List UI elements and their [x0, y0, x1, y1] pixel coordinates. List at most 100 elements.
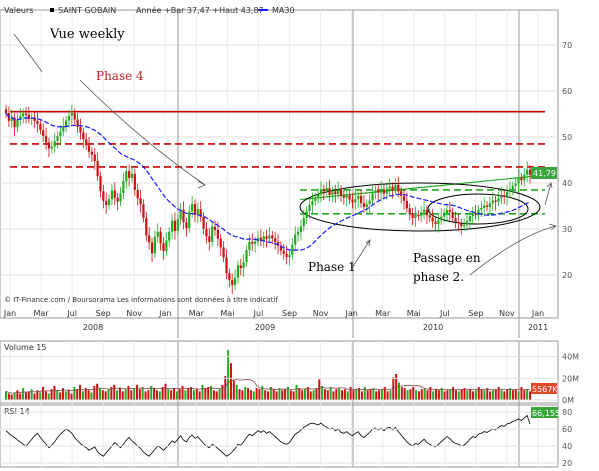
volume-bar	[175, 391, 178, 400]
volume-bar	[306, 387, 309, 400]
candle-body	[294, 234, 297, 245]
volume-tick-label: 20M	[562, 374, 579, 383]
candle-body	[62, 125, 65, 132]
last-price-box	[531, 167, 557, 179]
candle-body	[457, 222, 460, 224]
candle-body	[420, 212, 423, 217]
volume-bar	[67, 390, 70, 400]
month-tick-label: Jan	[531, 309, 544, 318]
volume-bar	[406, 390, 409, 400]
phase2-ellipse	[427, 193, 529, 225]
header-period-info: Année +Bar 37,47 +Haut 43,87	[136, 5, 264, 15]
candle-body	[150, 242, 154, 254]
volume-bar	[190, 387, 193, 400]
volume-bar	[232, 380, 235, 400]
volume-bar	[480, 389, 483, 400]
candle-body	[136, 189, 139, 199]
candle-body	[96, 160, 99, 177]
candle-body	[331, 191, 334, 195]
candle-body	[408, 208, 411, 215]
candle-body	[483, 205, 486, 208]
volume-bar	[101, 390, 104, 400]
volume-bar	[415, 390, 418, 400]
volume-bar	[269, 387, 272, 400]
volume-bar	[30, 389, 33, 400]
volume-bar	[90, 392, 93, 400]
volume-bar	[167, 389, 170, 400]
candle-body	[477, 209, 480, 216]
volume-bar	[215, 391, 218, 400]
volume-bar	[500, 390, 503, 400]
volume-bar	[474, 390, 477, 400]
candle-body	[119, 193, 122, 202]
volume-bar	[201, 384, 204, 400]
rsi-panel	[0, 404, 559, 468]
volume-bar	[383, 387, 386, 400]
price-tick-label: 30	[562, 225, 572, 234]
candle-body	[242, 262, 245, 269]
volume-bar	[420, 389, 423, 400]
candle-body	[22, 113, 25, 117]
candle-body	[265, 236, 268, 239]
volume-bar	[278, 388, 281, 400]
volume-bar	[514, 389, 517, 400]
volume-bar	[346, 391, 349, 400]
candle-body	[93, 154, 96, 161]
candle-body	[125, 171, 128, 182]
volume-bar	[426, 390, 429, 400]
candle-body	[308, 205, 311, 212]
candle-body	[357, 195, 360, 200]
volume-bar	[107, 389, 110, 400]
volume-bar	[153, 388, 156, 400]
candle-body	[302, 217, 305, 227]
candle-body	[528, 169, 532, 175]
candle-body	[440, 216, 443, 221]
candle-body	[428, 215, 431, 218]
volume-bar	[241, 390, 244, 400]
candle-body	[305, 211, 308, 218]
candle-body	[380, 189, 383, 193]
candle-body	[271, 235, 274, 239]
volume-bar	[486, 388, 489, 400]
volume-bar	[360, 391, 363, 400]
annotation-arrows	[13, 33, 557, 276]
candle-body	[87, 145, 91, 152]
ma30-line	[5, 112, 531, 251]
volume-bar	[104, 391, 107, 400]
candle-body	[417, 214, 420, 217]
volume-bar	[355, 389, 358, 400]
volume-bar	[472, 391, 475, 400]
volume-bar	[463, 388, 466, 400]
header-valeurs: Valeurs	[4, 6, 33, 15]
volume-bar	[56, 390, 59, 400]
candle-body	[251, 241, 254, 244]
volume-bar	[491, 390, 494, 400]
volume-bar	[497, 387, 500, 400]
candle-body	[397, 184, 400, 192]
candle-body	[182, 209, 185, 223]
volume-bar	[229, 363, 232, 400]
candle-body	[508, 189, 512, 192]
volume-bar	[366, 390, 369, 400]
volume-bar	[212, 390, 215, 400]
volume-bar	[469, 389, 472, 400]
volume-bar	[87, 390, 90, 400]
volume-bar	[258, 389, 261, 400]
volume-bar	[389, 390, 392, 400]
volume-bar	[207, 387, 210, 400]
volume-bar	[295, 384, 298, 400]
volume-bar	[435, 389, 438, 400]
candle-body	[431, 217, 434, 222]
candle-body	[211, 226, 214, 242]
candle-body	[145, 217, 148, 236]
volume-bar	[386, 391, 389, 400]
candle-body	[196, 209, 199, 215]
volume-bar	[36, 390, 39, 400]
volume-bar	[267, 391, 269, 400]
candle-body	[388, 186, 391, 189]
month-tick-label: Jul	[439, 309, 450, 318]
candle-body	[317, 194, 320, 198]
candle-body	[24, 113, 28, 115]
volume-bar	[369, 389, 372, 400]
volume-bar	[400, 387, 403, 400]
